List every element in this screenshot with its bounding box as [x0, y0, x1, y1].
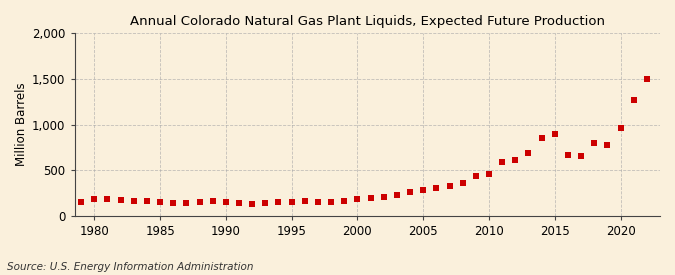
Point: [313, 200, 323, 205]
Point: [89, 197, 100, 201]
Point: [602, 142, 613, 147]
Point: [641, 77, 652, 82]
Point: [483, 171, 494, 176]
Point: [365, 196, 376, 200]
Point: [234, 201, 244, 205]
Point: [404, 190, 415, 194]
Point: [562, 153, 573, 158]
Point: [155, 200, 165, 205]
Point: [260, 201, 271, 205]
Point: [536, 136, 547, 140]
Point: [378, 195, 389, 199]
Point: [352, 197, 363, 201]
Point: [221, 200, 232, 205]
Point: [326, 200, 337, 204]
Point: [444, 184, 455, 188]
Point: [418, 188, 429, 192]
Point: [76, 200, 86, 204]
Point: [576, 154, 587, 158]
Point: [497, 160, 508, 164]
Text: Source: U.S. Energy Information Administration: Source: U.S. Energy Information Administ…: [7, 262, 253, 272]
Point: [207, 199, 218, 203]
Point: [615, 126, 626, 131]
Title: Annual Colorado Natural Gas Plant Liquids, Expected Future Production: Annual Colorado Natural Gas Plant Liquid…: [130, 15, 605, 28]
Point: [194, 200, 205, 204]
Point: [300, 199, 310, 204]
Point: [549, 132, 560, 136]
Point: [115, 198, 126, 202]
Point: [181, 200, 192, 205]
Point: [628, 98, 639, 103]
Point: [470, 174, 481, 178]
Point: [392, 192, 402, 197]
Point: [523, 150, 534, 155]
Point: [247, 202, 258, 206]
Y-axis label: Million Barrels: Million Barrels: [15, 83, 28, 166]
Point: [142, 199, 153, 204]
Point: [339, 199, 350, 203]
Point: [457, 180, 468, 185]
Point: [273, 200, 284, 205]
Point: [589, 141, 599, 145]
Point: [431, 186, 441, 190]
Point: [102, 196, 113, 201]
Point: [168, 201, 179, 205]
Point: [128, 199, 139, 203]
Point: [286, 200, 297, 204]
Point: [510, 158, 520, 162]
